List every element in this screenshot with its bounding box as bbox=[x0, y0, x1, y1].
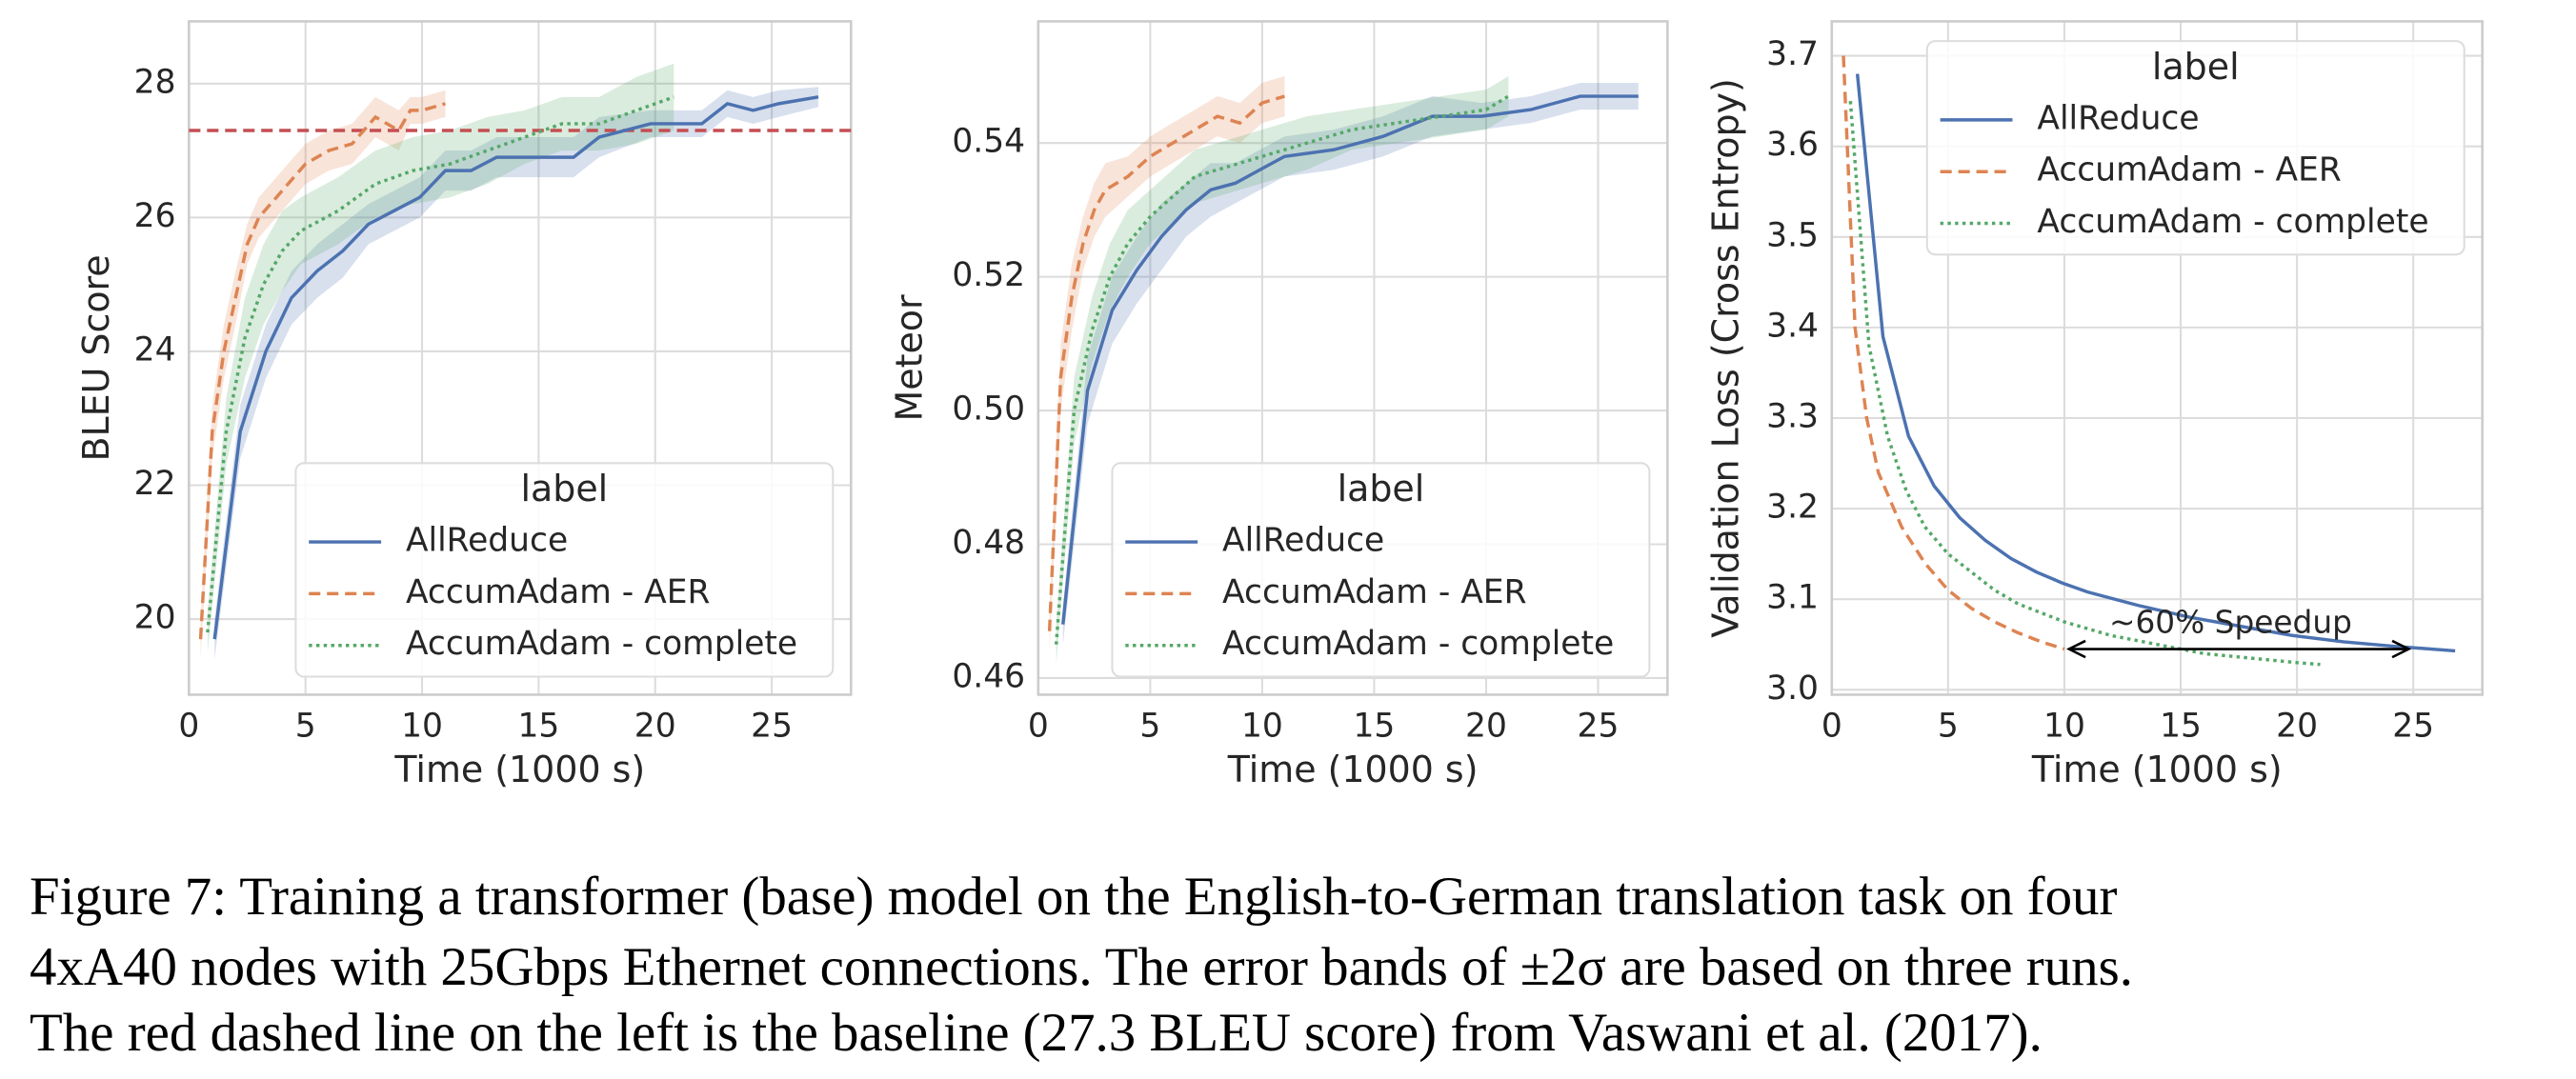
error-band bbox=[1056, 75, 1509, 665]
legend-title: label bbox=[2152, 46, 2240, 88]
x-tick-label: 5 bbox=[1139, 707, 1160, 745]
x-tick-label: 20 bbox=[634, 707, 676, 745]
y-tick-label: 26 bbox=[134, 197, 176, 235]
x-tick-label: 15 bbox=[1354, 707, 1396, 745]
y-tick-label: 0.52 bbox=[952, 256, 1025, 294]
annotation-text: ~60% Speedup bbox=[2109, 605, 2352, 641]
x-tick-label: 0 bbox=[178, 707, 199, 745]
legend-box bbox=[1925, 40, 2465, 256]
arrow-head bbox=[2065, 639, 2086, 659]
legend-label: AccumAdam - complete bbox=[2037, 203, 2428, 241]
y-tick-label: 3.0 bbox=[1766, 669, 1819, 708]
x-tick-label: 20 bbox=[1465, 707, 1507, 745]
legend-label: AllReduce bbox=[406, 522, 568, 560]
caption-line: The red dashed line on the left is the b… bbox=[30, 1003, 2043, 1063]
y-tick-label: 24 bbox=[134, 330, 176, 369]
x-tick-label: 0 bbox=[1028, 707, 1049, 745]
series-line bbox=[206, 95, 674, 633]
y-tick-label: 0.46 bbox=[952, 657, 1025, 695]
y-tick-label: 3.2 bbox=[1766, 489, 1819, 527]
legend-label: AllReduce bbox=[2037, 99, 2199, 137]
x-tick-label: 10 bbox=[2043, 707, 2085, 745]
y-axis-label: Meteor bbox=[889, 294, 931, 421]
legend-label: AccumAdam - AER bbox=[2037, 151, 2342, 190]
x-tick-label: 5 bbox=[295, 707, 316, 745]
y-axis-label: Validation Loss (Cross Entropy) bbox=[1705, 78, 1747, 637]
x-tick-label: 5 bbox=[1938, 707, 1959, 745]
series-line bbox=[1855, 73, 2456, 653]
x-axis-label: Time (1000 s) bbox=[393, 749, 645, 790]
x-tick-label: 15 bbox=[2160, 707, 2202, 745]
y-tick-label: 22 bbox=[134, 465, 176, 503]
y-tick-label: 3.4 bbox=[1766, 307, 1819, 345]
caption-line: 4xA40 nodes with 25Gbps Ethernet connect… bbox=[30, 937, 2133, 997]
y-tick-label: 0.50 bbox=[952, 390, 1025, 429]
series-line bbox=[1047, 94, 1285, 631]
x-tick-label: 25 bbox=[1578, 707, 1620, 745]
error-band bbox=[214, 87, 819, 660]
legend-label: AccumAdam - AER bbox=[406, 573, 711, 611]
y-tick-label: 3.7 bbox=[1766, 35, 1819, 73]
series-line bbox=[198, 102, 446, 640]
y-tick-label: 0.54 bbox=[952, 123, 1025, 161]
y-tick-label: 3.3 bbox=[1766, 398, 1819, 436]
y-tick-label: 3.6 bbox=[1766, 126, 1819, 164]
plot-frame bbox=[1830, 20, 2484, 696]
y-tick-label: 0.48 bbox=[952, 524, 1025, 562]
caption-line: Figure 7: Training a transformer (base) … bbox=[30, 867, 2117, 927]
error-band bbox=[200, 90, 446, 660]
legend-label: AllReduce bbox=[1222, 522, 1384, 560]
legend-box bbox=[294, 462, 835, 678]
x-tick-label: 15 bbox=[517, 707, 559, 745]
legend-title: label bbox=[521, 468, 609, 510]
series-line bbox=[1061, 94, 1639, 625]
legend-title: label bbox=[1338, 468, 1425, 510]
y-tick-label: 3.1 bbox=[1766, 579, 1819, 617]
x-axis-label: Time (1000 s) bbox=[1227, 749, 1479, 790]
arrow-head bbox=[2391, 639, 2412, 659]
error-band bbox=[207, 63, 674, 653]
x-axis-label: Time (1000 s) bbox=[2031, 749, 2283, 790]
x-tick-label: 0 bbox=[1821, 707, 1842, 745]
legend-label: AccumAdam - AER bbox=[1222, 573, 1527, 611]
plot-frame bbox=[188, 20, 853, 696]
legend-label: AccumAdam - complete bbox=[1222, 625, 1614, 663]
x-tick-label: 25 bbox=[2392, 707, 2434, 745]
x-tick-label: 20 bbox=[2276, 707, 2318, 745]
x-tick-label: 10 bbox=[401, 707, 443, 745]
y-tick-label: 3.5 bbox=[1766, 216, 1819, 254]
y-tick-label: 20 bbox=[134, 599, 176, 637]
legend-label: AccumAdam - complete bbox=[406, 625, 797, 663]
y-axis-label: BLEU Score bbox=[75, 254, 117, 461]
plot-frame bbox=[1036, 20, 1669, 696]
x-tick-label: 25 bbox=[751, 707, 793, 745]
series-line bbox=[1841, 55, 2065, 651]
y-tick-label: 28 bbox=[134, 63, 176, 101]
series-line bbox=[212, 95, 819, 640]
series-line bbox=[1054, 94, 1510, 645]
legend-box bbox=[1111, 462, 1651, 678]
x-tick-label: 10 bbox=[1241, 707, 1283, 745]
